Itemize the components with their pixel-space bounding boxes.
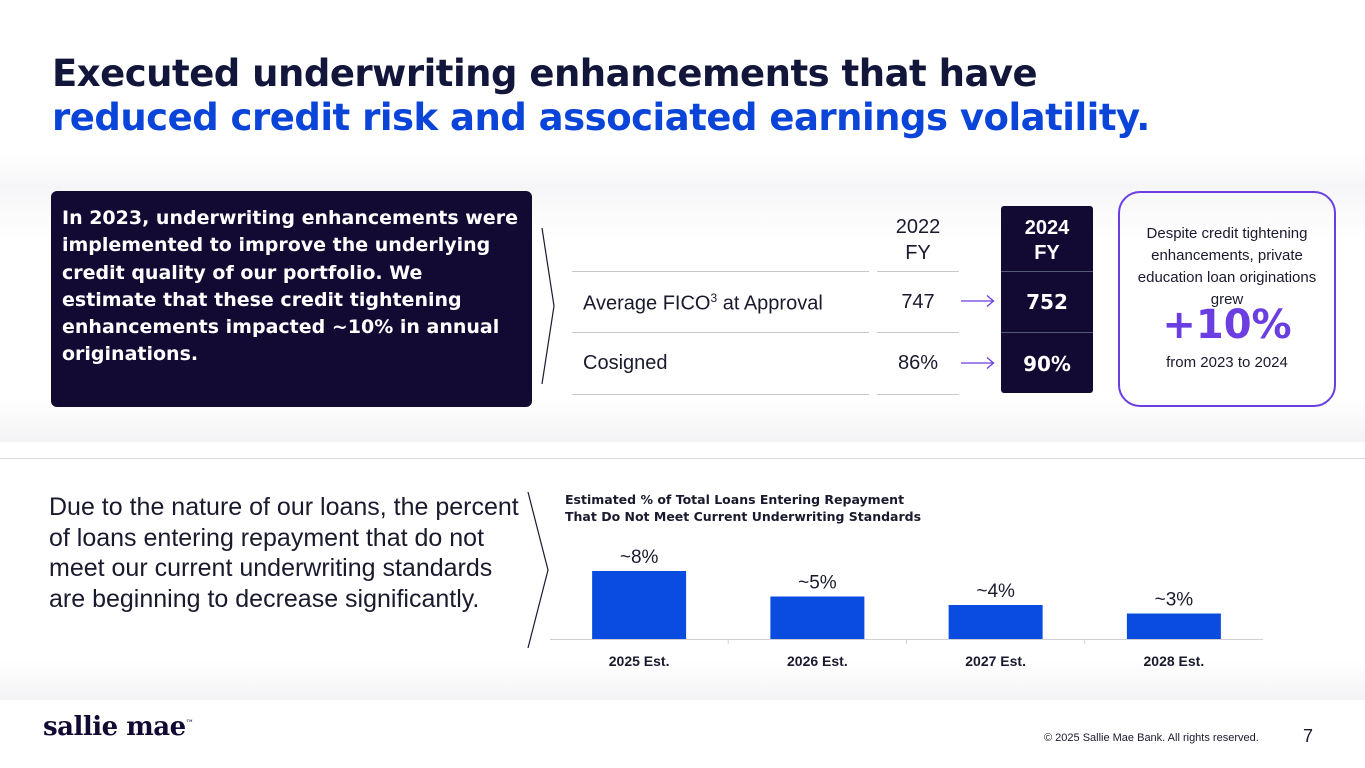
- title-line-1: Executed underwriting enhancements that …: [52, 52, 1038, 95]
- category-label: 2028 Est.: [1144, 653, 1205, 669]
- category-label: 2026 Est.: [787, 653, 848, 669]
- logo-text: sallie mae: [43, 712, 186, 742]
- section-divider: [0, 458, 1365, 459]
- row-label-fico: Average FICO3 at Approval: [583, 291, 823, 316]
- data-label: ~4%: [976, 581, 1015, 602]
- value-2024-fico: 752: [1026, 290, 1068, 314]
- sallie-mae-logo: sallie mae™: [43, 712, 194, 742]
- bar: [948, 605, 1043, 639]
- bar: [592, 571, 687, 639]
- table-rule: [877, 332, 959, 333]
- callout-subtext: from 2023 to 2024: [1166, 354, 1288, 371]
- footnote-marker: 3: [710, 291, 718, 305]
- page-title: Executed underwriting enhancements that …: [52, 52, 1150, 140]
- column-header-2022: 2022 FY: [895, 216, 941, 264]
- trademark-mark: ™: [185, 718, 194, 728]
- bar-chart: ~8% 2025 Est. ~5% 2026 Est. ~4% 2027 Est. ~3% 2…: [550, 547, 1263, 669]
- row-label-fico-text: Average FICO: [583, 292, 711, 315]
- table-rule: [572, 271, 869, 272]
- value-2022-fico: 747: [901, 291, 935, 313]
- copyright-notice: © 2025 Sallie Mae Bank. All rights reser…: [1044, 732, 1259, 744]
- title-line-2: reduced credit risk and associated earni…: [52, 96, 1150, 139]
- data-label: ~8%: [620, 547, 659, 568]
- arrow-right-icon: [961, 295, 995, 307]
- callout-text: Despite credit tightening enhancements, …: [1137, 225, 1317, 308]
- row-label-cosigned-text: Cosigned: [583, 352, 668, 374]
- chevron-divider-icon: [541, 227, 555, 385]
- repayment-paragraph: Due to the nature of our loans, the perc…: [49, 493, 519, 613]
- bottom-band-background: [0, 660, 1365, 700]
- growth-callout: Despite credit tightening enhancements, …: [1118, 191, 1336, 407]
- column-separator: [1001, 271, 1093, 272]
- data-label: ~5%: [798, 573, 837, 594]
- arrow-right-icon: [961, 357, 995, 369]
- row-label-cosigned: Cosigned: [583, 352, 668, 375]
- summary-box: In 2023, underwriting enhancements were …: [51, 191, 532, 407]
- chevron-divider-icon: [527, 491, 549, 649]
- table-rule: [572, 332, 869, 333]
- column-header-2024: 2024 FY: [1024, 217, 1070, 264]
- bar: [1126, 613, 1221, 639]
- column-separator: [1001, 332, 1093, 333]
- value-2022-cosigned: 86%: [897, 352, 939, 374]
- bar: [770, 596, 865, 639]
- chart-title: Estimated % of Total Loans Entering Repa…: [565, 492, 922, 524]
- summary-text: In 2023, underwriting enhancements were …: [62, 207, 518, 366]
- page-number: 7: [1303, 726, 1314, 746]
- category-label: 2025 Est.: [609, 653, 670, 669]
- category-label: 2027 Est.: [965, 653, 1026, 669]
- table-rule: [572, 394, 869, 395]
- table-rule: [877, 394, 959, 395]
- table-rule: [877, 271, 959, 272]
- data-label: ~3%: [1155, 590, 1194, 611]
- value-2024-cosigned: 90%: [1023, 352, 1071, 376]
- row-label-fico-suffix: at Approval: [717, 292, 823, 315]
- callout-growth-value: +10%: [1162, 302, 1292, 348]
- fy2024-highlight-column: 2024 FY 752 90%: [1001, 206, 1093, 393]
